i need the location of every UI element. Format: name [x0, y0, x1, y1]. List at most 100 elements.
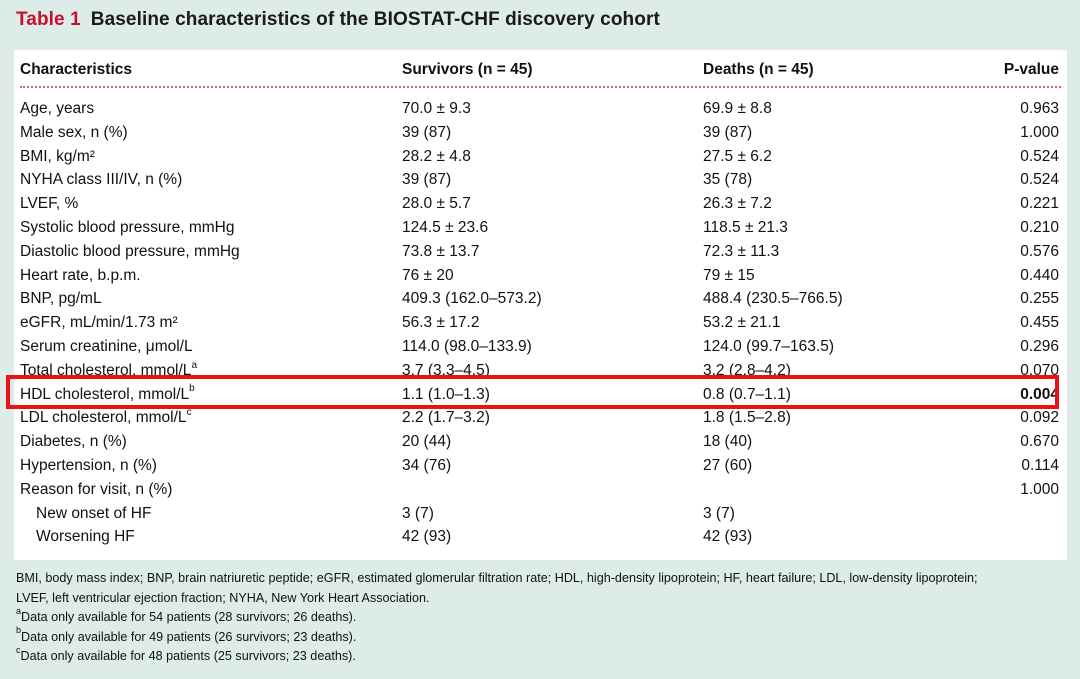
table-caption: Baseline characteristics of the BIOSTAT-… — [90, 9, 660, 30]
cell-survivors: 124.5 ± 23.6 — [402, 219, 489, 236]
cell-pvalue: 1.000 — [1020, 123, 1059, 141]
abbreviations-line-1: BMI, body mass index; BNP, brain natriur… — [16, 571, 978, 585]
table-row: Systolic blood pressure, mmHg 124.5 ± 23.… — [14, 216, 1067, 240]
table-row: Age, years 70.0 ± 9.3 69.9 ± 8.8 0.963 — [14, 97, 1067, 121]
cell-characteristic: LVEF, % — [20, 192, 78, 216]
cell-survivors: 76 ± 20 — [402, 266, 454, 284]
cell-characteristic: NYHA class III/IV, n (%) — [20, 168, 182, 192]
cell-pvalue: 0.004 — [1020, 385, 1059, 403]
cell-pvalue: 0.114 — [1021, 457, 1059, 474]
cell-survivors: 56.3 ± 17.2 — [402, 314, 480, 332]
cell-pvalue: 0.296 — [1020, 338, 1059, 355]
table-number: Table 1 — [16, 9, 81, 30]
characteristic-label: Reason for visit, n (%) — [20, 480, 173, 498]
table-row: LVEF, % 28.0 ± 5.7 26.3 ± 7.2 0.221 — [14, 192, 1067, 216]
cell-survivors: 39 (87) — [402, 171, 452, 189]
cell-deaths: 35 (78) — [703, 171, 753, 189]
footnote-text: Data only available for 49 patients (26 … — [21, 629, 357, 644]
table-row: Reason for visit, n (%) 1.000 — [14, 478, 1067, 502]
table-row: NYHA class III/IV, n (%) 39 (87) 35 (78) 0.… — [14, 168, 1067, 192]
footnote-mark: c — [16, 644, 21, 655]
characteristic-label: Worsening HF — [36, 528, 135, 546]
cell-characteristic: Serum creatinine, μmol/L — [20, 335, 193, 359]
table-row: Heart rate, b.p.m. 76 ± 20 79 ± 15 0.440 — [14, 264, 1067, 288]
characteristic-label: New onset of HF — [36, 504, 152, 522]
table-row: Total cholesterol, mmol/La 3.7 (3.3–4.5) 3… — [14, 359, 1067, 383]
cell-deaths: 26.3 ± 7.2 — [703, 195, 772, 213]
footnote-text: Data only available for 54 patients (28 … — [21, 610, 357, 624]
characteristic-label: Diabetes, n (%) — [20, 433, 127, 451]
footnote-text: Data only available for 48 patients (25 … — [20, 649, 356, 663]
cell-pvalue: 0.070 — [1020, 361, 1059, 379]
cell-characteristic: Heart rate, b.p.m. — [20, 264, 141, 288]
cell-pvalue: 0.255 — [1020, 290, 1059, 308]
cell-pvalue: 0.455 — [1020, 314, 1059, 332]
cell-survivors: 114.0 (98.0–133.9) — [402, 338, 532, 355]
cell-characteristic: Reason for visit, n (%) — [20, 478, 172, 502]
cell-deaths: 118.5 ± 21.3 — [703, 219, 788, 236]
table-footnotes: BMI, body mass index; BNP, brain natriur… — [16, 569, 1071, 667]
cell-survivors: 34 (76) — [402, 457, 452, 474]
cell-survivors: 28.2 ± 4.8 — [402, 147, 471, 165]
cell-pvalue: 0.440 — [1020, 266, 1059, 284]
cell-pvalue: 0.092 — [1020, 409, 1059, 427]
cell-pvalue: 0.524 — [1020, 147, 1059, 165]
cell-pvalue: 0.963 — [1020, 100, 1059, 117]
table-row: HDL cholesterol, mmol/Lb 1.1 (1.0–1.3) 0.8… — [14, 383, 1067, 407]
cell-pvalue: 0.210 — [1020, 219, 1059, 236]
characteristic-label: Male sex, n (%) — [20, 123, 128, 141]
cell-characteristic: Age, years — [20, 97, 94, 121]
cell-characteristic: Hypertension, n (%) — [20, 454, 157, 478]
table-row: Male sex, n (%) 39 (87) 39 (87) 1.000 — [14, 121, 1067, 145]
cell-deaths: 69.9 ± 8.8 — [703, 100, 772, 117]
cell-deaths: 79 ± 15 — [703, 266, 755, 284]
cell-characteristic: HDL cholesterol, mmol/Lb — [20, 383, 195, 407]
cell-survivors: 39 (87) — [402, 123, 452, 141]
cell-pvalue: 0.524 — [1020, 171, 1059, 189]
characteristic-label: NYHA class III/IV, n (%) — [20, 171, 183, 189]
characteristic-label: Serum creatinine, μmol/L — [20, 338, 193, 355]
cell-survivors: 3 (7) — [402, 504, 434, 522]
footnote: cData only available for 48 patients (25… — [16, 644, 1071, 667]
cell-characteristic: eGFR, mL/min/1.73 m² — [20, 311, 178, 335]
table-row: Serum creatinine, μmol/L 114.0 (98.0–133.… — [14, 335, 1067, 359]
characteristic-label: Heart rate, b.p.m. — [20, 266, 141, 284]
characteristic-label: eGFR, mL/min/1.73 m² — [20, 314, 178, 332]
table-row: BMI, kg/m² 28.2 ± 4.8 27.5 ± 6.2 0.524 — [14, 145, 1067, 169]
characteristic-label: LVEF, % — [20, 195, 79, 213]
cell-deaths: 27.5 ± 6.2 — [703, 147, 772, 165]
cell-survivors: 70.0 ± 9.3 — [402, 100, 471, 117]
table-row: BNP, pg/mL 409.3 (162.0–573.2) 488.4 (230.… — [14, 287, 1067, 311]
cell-characteristic: Diastolic blood pressure, mmHg — [20, 240, 240, 264]
footnote-marker: b — [189, 383, 195, 395]
characteristic-label: Hypertension, n (%) — [20, 457, 157, 474]
cell-pvalue: 0.670 — [1020, 433, 1059, 451]
cell-pvalue: 1.000 — [1020, 480, 1059, 498]
cell-survivors: 409.3 (162.0–573.2) — [402, 290, 542, 308]
footnote: bData only available for 49 patients (26… — [16, 625, 1071, 648]
cell-characteristic: LDL cholesterol, mmol/Lc — [20, 406, 192, 430]
characteristic-label: BMI, kg/m² — [20, 147, 95, 165]
cell-deaths: 3 (7) — [703, 504, 735, 522]
footnote: aData only available for 54 patients (28… — [16, 605, 1071, 628]
cell-deaths: 39 (87) — [703, 123, 753, 141]
cell-characteristic: Male sex, n (%) — [20, 121, 128, 145]
cell-survivors: 28.0 ± 5.7 — [402, 195, 471, 213]
cell-survivors: 73.8 ± 13.7 — [402, 242, 480, 260]
cell-characteristic: BMI, kg/m² — [20, 145, 95, 169]
cell-deaths: 3.2 (2.8–4.2) — [703, 361, 791, 379]
table-row: New onset of HF 3 (7) 3 (7) — [14, 502, 1067, 526]
cell-characteristic: Total cholesterol, mmol/La — [20, 359, 197, 383]
cell-survivors: 1.1 (1.0–1.3) — [402, 385, 490, 403]
header-pvalue: P-value — [1003, 61, 1059, 78]
table-row: Diabetes, n (%) 20 (44) 18 (40) 0.670 — [14, 430, 1067, 454]
footnote-mark: b — [16, 625, 22, 636]
footnote-mark: a — [16, 605, 22, 616]
cell-deaths: 488.4 (230.5–766.5) — [703, 290, 843, 308]
characteristic-label: Systolic blood pressure, mmHg — [20, 219, 235, 236]
table-row: Diastolic blood pressure, mmHg 73.8 ± 13.… — [14, 240, 1067, 264]
cell-deaths: 42 (93) — [703, 528, 753, 546]
abbreviations-line-2: LVEF, left ventricular ejection fraction… — [16, 590, 430, 605]
table-panel: Characteristics Survivors (n = 45) Death… — [14, 50, 1067, 560]
cell-characteristic: New onset of HF — [36, 502, 151, 526]
